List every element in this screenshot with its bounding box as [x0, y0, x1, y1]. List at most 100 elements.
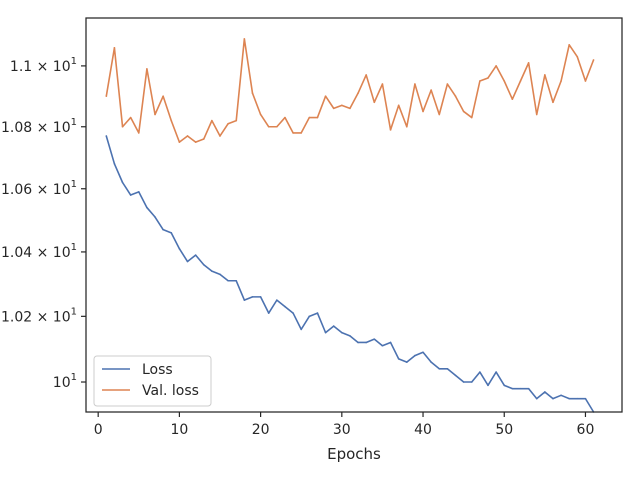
data-point-loss [519, 387, 522, 390]
data-point-val-loss [479, 80, 481, 82]
legend-label-val-loss: Val. loss [142, 383, 199, 399]
plot-area [86, 18, 622, 412]
data-point-loss [568, 397, 571, 400]
data-point-val-loss [568, 44, 571, 46]
x-tick-label: 40 [414, 422, 432, 438]
data-point-val-loss [446, 83, 449, 85]
data-point-loss [511, 387, 514, 390]
data-point-loss [129, 194, 132, 196]
data-point-val-loss [438, 113, 441, 116]
data-point-val-loss [284, 116, 286, 119]
data-point-loss [137, 191, 140, 193]
data-point-val-loss [414, 83, 416, 85]
data-point-val-loss [194, 141, 197, 143]
data-point-val-loss [324, 95, 327, 97]
data-point-val-loss [292, 132, 294, 134]
data-point-loss [414, 354, 416, 357]
data-point-val-loss [227, 122, 229, 125]
data-point-loss [154, 216, 156, 218]
data-point-loss [397, 358, 400, 360]
data-point-val-loss [349, 107, 351, 110]
legend: Loss Val. loss [93, 355, 212, 407]
data-point-val-loss [365, 74, 367, 76]
data-point-loss [462, 381, 465, 383]
data-point-loss [162, 228, 164, 231]
y-tick-label: 1.04 × 101 [1, 242, 77, 261]
data-point-loss [544, 391, 546, 393]
data-point-loss [560, 394, 562, 397]
data-point-loss [194, 254, 197, 256]
data-point-loss [105, 135, 108, 137]
data-point-val-loss [113, 47, 116, 49]
data-point-val-loss [235, 119, 238, 122]
data-point-val-loss [332, 107, 335, 110]
data-point-loss [487, 384, 489, 387]
data-point-loss [292, 312, 294, 314]
data-point-val-loss [137, 132, 140, 134]
data-point-loss [341, 331, 343, 334]
data-point-val-loss [211, 119, 213, 122]
data-point-loss [259, 296, 262, 298]
data-point-val-loss [519, 80, 522, 82]
data-point-loss [332, 325, 335, 327]
data-point-loss [527, 387, 530, 390]
data-point-val-loss [202, 138, 205, 140]
data-point-val-loss [592, 59, 595, 61]
data-point-loss [422, 351, 424, 354]
data-point-loss [316, 312, 319, 314]
data-point-val-loss [154, 113, 156, 116]
data-point-loss [405, 361, 408, 363]
data-point-val-loss [552, 101, 554, 104]
data-point-val-loss [535, 113, 538, 116]
y-tick-label: 1.08 × 101 [1, 117, 77, 136]
data-point-loss [479, 371, 481, 373]
data-point-loss [146, 206, 148, 209]
data-point-loss [365, 341, 367, 344]
x-tick-label: 20 [252, 422, 270, 438]
data-point-val-loss [389, 129, 392, 131]
data-point-loss [202, 263, 205, 266]
data-point-loss [186, 260, 189, 263]
data-point-val-loss [162, 95, 164, 97]
data-point-val-loss [527, 62, 530, 64]
data-point-val-loss [219, 135, 221, 137]
data-point-loss [284, 305, 286, 308]
data-point-loss [211, 270, 213, 272]
data-point-val-loss [178, 141, 181, 143]
data-point-loss [113, 163, 116, 165]
data-point-val-loss [357, 92, 359, 94]
data-point-val-loss [308, 116, 311, 119]
x-tick-label: 30 [333, 422, 351, 438]
data-point-loss [373, 338, 376, 340]
data-point-val-loss [430, 89, 432, 91]
y-tick-label: 1.02 × 101 [1, 306, 77, 325]
data-point-val-loss [146, 68, 148, 70]
data-point-val-loss [487, 77, 489, 79]
data-point-val-loss [576, 56, 579, 58]
x-tick-label: 0 [94, 422, 103, 438]
legend-label-loss: Loss [142, 362, 173, 378]
data-point-val-loss [243, 38, 246, 40]
x-tick-label: 50 [495, 422, 513, 438]
data-point-val-loss [584, 80, 587, 82]
data-point-val-loss [373, 101, 376, 104]
data-point-val-loss [300, 132, 303, 134]
data-point-val-loss [454, 95, 457, 97]
data-point-val-loss [495, 65, 497, 67]
y-tick-label: 101 [53, 372, 77, 391]
data-point-val-loss [544, 74, 546, 76]
data-point-val-loss [276, 125, 278, 128]
data-point-val-loss [397, 104, 400, 107]
data-point-loss [584, 397, 587, 400]
data-point-val-loss [105, 95, 108, 97]
x-tick-label: 10 [170, 422, 188, 438]
data-point-loss [300, 328, 303, 331]
data-point-val-loss [267, 125, 270, 128]
x-axis-title: Epochs [327, 445, 381, 463]
data-point-val-loss [251, 92, 254, 94]
data-point-loss [324, 331, 327, 334]
data-point-loss [308, 315, 311, 318]
data-point-val-loss [503, 80, 506, 82]
data-point-loss [576, 397, 579, 400]
